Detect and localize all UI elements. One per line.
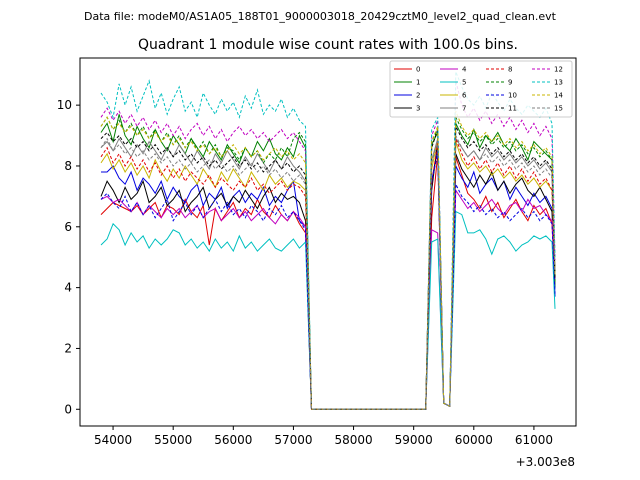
series-line-3 [100,141,556,410]
legend-label-10: 10 [508,92,517,100]
series-line-5 [100,210,556,410]
y-tick-label: 10 [57,98,72,112]
series-line-6 [100,138,556,410]
x-axis: 54000 55000 56000 57000 58000 59000 60000 61000 [94,426,553,447]
series-line-2 [101,147,556,410]
series-line-8 [100,138,556,410]
plot-frame [79,57,577,427]
series-line-7 [100,136,556,410]
series-line-11 [100,126,556,410]
y-tick-label: 8 [64,159,72,173]
y-tick-label: 6 [64,220,72,234]
series-line-15 [100,135,556,410]
legend-label-3: 3 [416,105,420,113]
x-tick-label: 54000 [94,433,132,447]
series-line-10 [100,153,556,410]
legend-label-15: 15 [554,105,563,113]
legend-label-1: 1 [416,79,420,87]
y-tick-label: 4 [64,281,72,295]
y-axis: 0 2 4 6 8 10 [57,98,80,416]
x-tick-label: 59000 [395,433,433,447]
x-tick-label: 56000 [214,433,252,447]
y-tick-label: 0 [64,402,72,416]
chart-title: Quadrant 1 module wise count rates with … [138,37,518,53]
series-line-4 [100,188,556,410]
x-tick-label: 57000 [274,433,312,447]
legend-label-9: 9 [508,79,512,87]
legend-label-7: 7 [462,105,466,113]
legend-label-8: 8 [508,66,512,74]
legend-label-4: 4 [462,66,467,74]
legend-label-11: 11 [508,105,517,113]
legend-label-6: 6 [462,92,467,100]
legend-label-14: 14 [554,92,563,100]
x-tick-label: 60000 [455,433,493,447]
figure-suptitle: Data file: modeM0/AS1A05_188T01_90000030… [84,10,557,23]
plot-lines [100,71,556,410]
series-line-0 [100,153,556,410]
x-tick-label: 55000 [154,433,192,447]
y-tick-label: 2 [64,341,72,355]
legend-label-5: 5 [462,79,466,87]
legend-label-13: 13 [554,79,563,87]
x-tick-label: 61000 [515,433,553,447]
legend-label-0: 0 [416,66,420,74]
series-line-1 [100,114,556,410]
x-tick-label: 58000 [334,433,372,447]
legend-box [389,60,573,118]
legend-label-12: 12 [554,66,563,74]
series-line-14 [100,111,556,410]
x-offset-label: +3.003e8 [516,455,575,469]
series-line-12 [100,80,556,410]
legend-label-2: 2 [416,92,420,100]
